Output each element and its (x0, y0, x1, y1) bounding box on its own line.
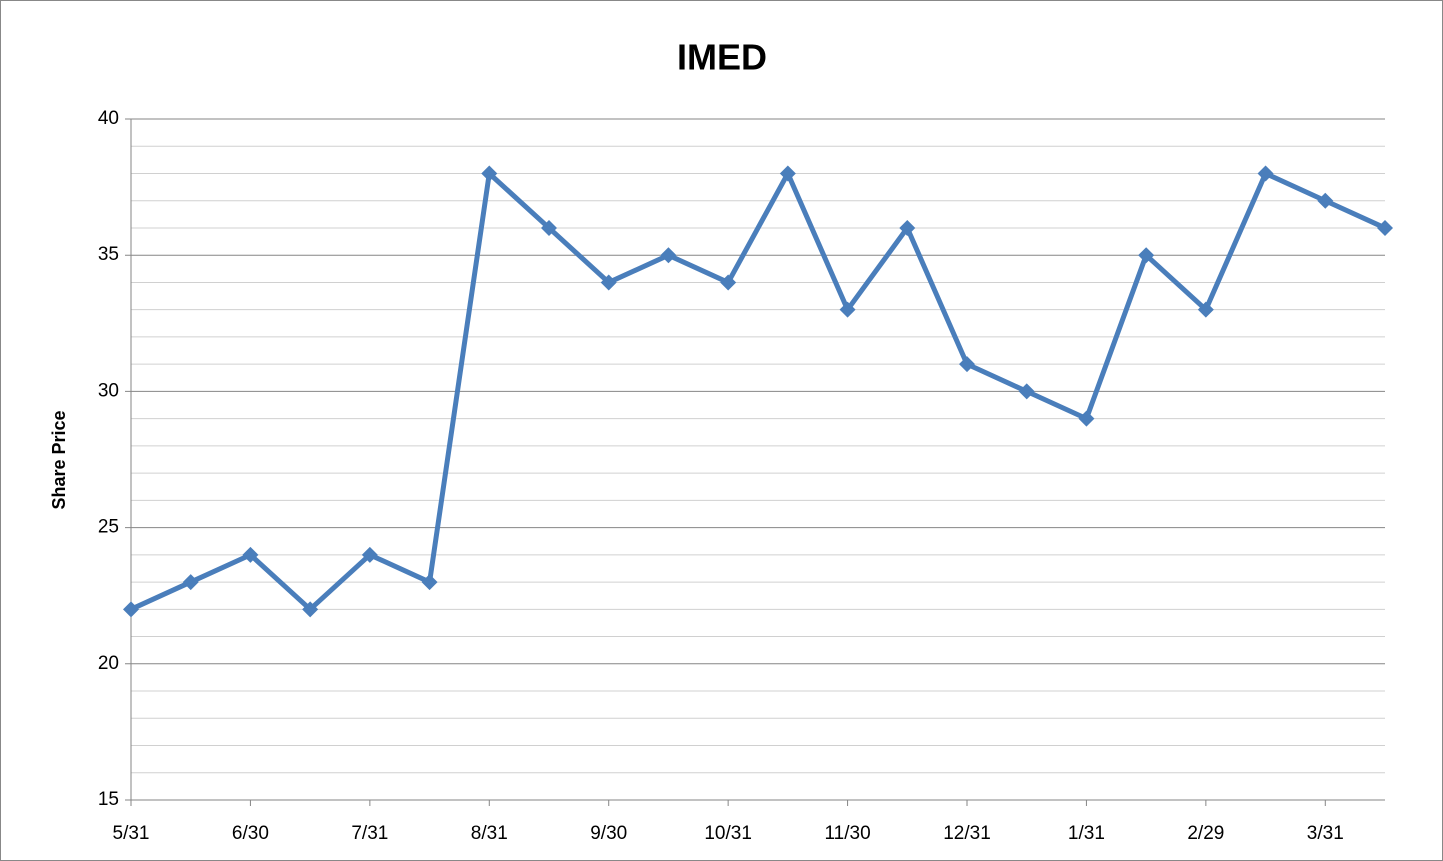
x-tick-label: 7/31 (351, 823, 388, 844)
y-axis-label: Share Price (49, 410, 69, 509)
marker (481, 165, 498, 182)
marker (1377, 219, 1393, 236)
line-series (129, 170, 1387, 612)
x-tick-label: 3/31 (1307, 823, 1344, 844)
marker (1197, 301, 1214, 318)
marker (1078, 410, 1095, 427)
marker (361, 546, 378, 563)
marker (1018, 383, 1035, 400)
marker (182, 574, 199, 591)
x-tick-label: 2/29 (1187, 823, 1224, 844)
marker (720, 274, 737, 291)
marker (600, 274, 617, 291)
marker (421, 574, 438, 591)
marker (779, 165, 796, 182)
y-tick-label: 20 (98, 653, 119, 674)
marker (1138, 247, 1155, 264)
x-tick-label: 11/30 (825, 823, 871, 844)
marker (302, 601, 319, 618)
marker (123, 601, 139, 618)
marker (959, 356, 975, 373)
x-tick-label: 9/30 (590, 823, 627, 844)
x-tick-label: 5/31 (113, 823, 150, 844)
marker (541, 219, 557, 236)
marker (242, 546, 259, 563)
x-tick-label: 1/31 (1068, 823, 1105, 844)
marker (1257, 165, 1274, 182)
x-tick-label: 6/30 (232, 823, 269, 844)
y-tick-label: 35 (98, 244, 119, 265)
y-tick-label: 40 (98, 108, 119, 129)
chart-title: IMED (677, 37, 767, 78)
marker (899, 219, 916, 236)
x-tick-label: 10/31 (704, 823, 752, 844)
y-tick-label: 25 (98, 517, 119, 538)
marker (1317, 192, 1334, 209)
x-tick-label: 12/31 (943, 823, 991, 844)
x-tick-label: 8/31 (471, 823, 508, 844)
y-tick-label: 15 (98, 789, 119, 810)
marker (839, 301, 856, 318)
y-tick-label: 30 (98, 380, 119, 401)
marker (660, 247, 677, 264)
